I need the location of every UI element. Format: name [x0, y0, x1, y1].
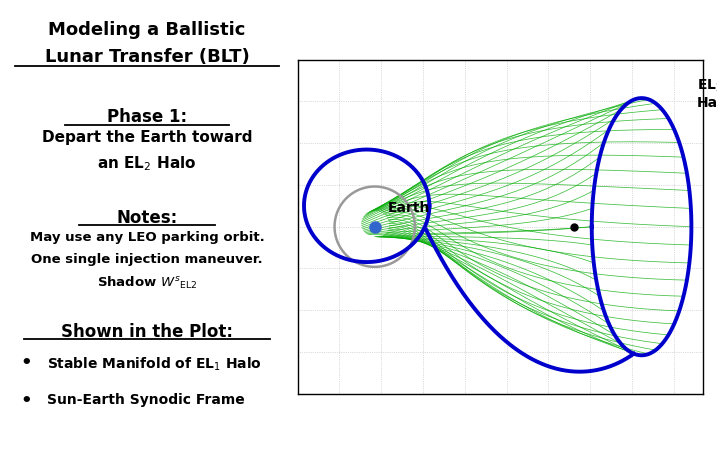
Text: •: • [21, 391, 32, 409]
Text: Modeling a Ballistic: Modeling a Ballistic [48, 21, 246, 39]
Text: Stable Manifold of EL$_1$ Halo: Stable Manifold of EL$_1$ Halo [47, 354, 262, 372]
Text: Shown in the Plot:: Shown in the Plot: [61, 322, 233, 340]
Text: Sun-Earth Synodic Frame: Sun-Earth Synodic Frame [47, 392, 244, 406]
Text: EL$_2$
Halo: EL$_2$ Halo [697, 77, 717, 110]
Text: Earth: Earth [388, 201, 430, 214]
Text: One single injection maneuver.: One single injection maneuver. [31, 252, 263, 265]
Text: May use any LEO parking orbit.: May use any LEO parking orbit. [29, 230, 265, 243]
Text: Lunar Transfer (BLT): Lunar Transfer (BLT) [44, 48, 250, 66]
Text: Notes:: Notes: [116, 209, 178, 227]
Text: an EL$_2$ Halo: an EL$_2$ Halo [98, 154, 196, 173]
Text: Shadow $W^s$$_{\mathrm{EL2}}$: Shadow $W^s$$_{\mathrm{EL2}}$ [97, 274, 197, 291]
Text: •: • [21, 353, 32, 371]
Text: Depart the Earth toward: Depart the Earth toward [42, 129, 252, 145]
Text: Phase 1:: Phase 1: [107, 108, 187, 126]
